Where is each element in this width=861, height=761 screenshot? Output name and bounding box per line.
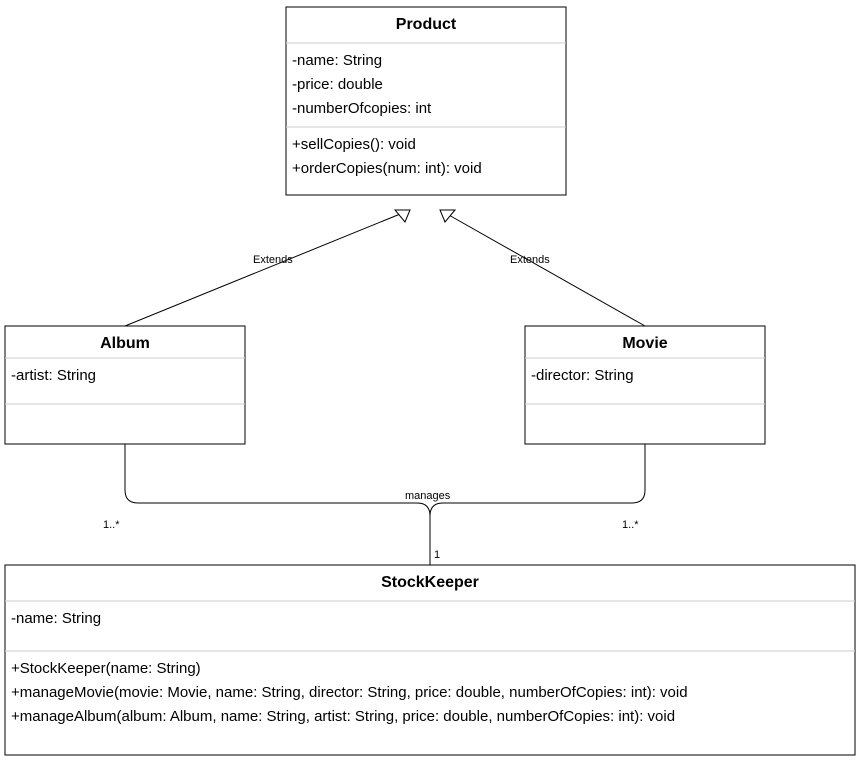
class-product: Product -name: String -price: double -numbe…: [286, 7, 566, 195]
association-edge: [125, 444, 430, 565]
attribute: -director: String: [531, 367, 634, 384]
edge-label: manages: [405, 490, 451, 502]
attribute: -price: double: [292, 76, 383, 93]
method: +manageMovie(movie: Movie, name: String,…: [11, 684, 688, 701]
method: +orderCopies(num: int): void: [292, 160, 482, 177]
class-movie: Movie -director: String: [525, 326, 765, 444]
attribute: -name: String: [11, 610, 101, 627]
association-edge: [430, 444, 645, 565]
method: +sellCopies(): void: [292, 136, 416, 153]
multiplicity: 1..*: [103, 519, 120, 531]
class-album: Album-artist: String: [5, 326, 245, 444]
attribute: -name: String: [292, 52, 382, 69]
class-name: Movie: [622, 335, 667, 352]
class-name: Product: [396, 16, 457, 33]
edge-label: Extends: [510, 254, 550, 266]
method: +manageAlbum(album: Album, name: String,…: [11, 708, 675, 725]
attribute: -numberOfcopies: int: [292, 100, 432, 117]
class-name: Album: [100, 335, 150, 352]
class-name: StockKeeper: [381, 574, 479, 591]
generalization-edge: [440, 210, 645, 326]
generalization-arrowhead: [440, 210, 455, 222]
multiplicity: 1..*: [622, 519, 639, 531]
multiplicity: 1: [434, 549, 440, 561]
uml-diagram: Product -name: String -price: double -numbe…: [0, 0, 861, 761]
generalization-arrowhead: [395, 210, 410, 222]
method: +StockKeeper(name: String): [11, 660, 201, 677]
edge-label: Extends: [253, 254, 293, 266]
class-stockkeeper: StockKeeper -name: String +StockKeeper(nam…: [5, 565, 855, 755]
attribute: -artist: String: [11, 367, 96, 384]
generalization-edge: [125, 210, 410, 326]
